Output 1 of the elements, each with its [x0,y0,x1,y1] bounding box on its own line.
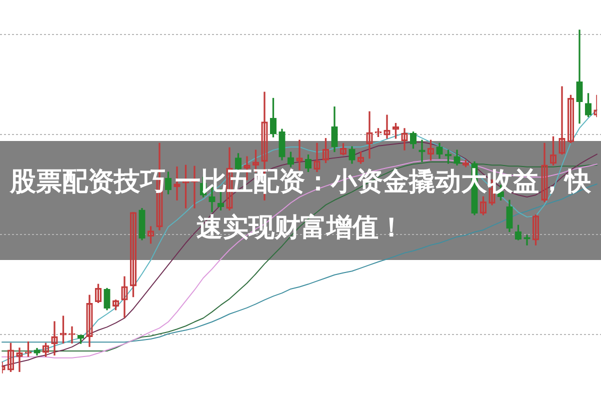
candlestick [576,30,583,124]
